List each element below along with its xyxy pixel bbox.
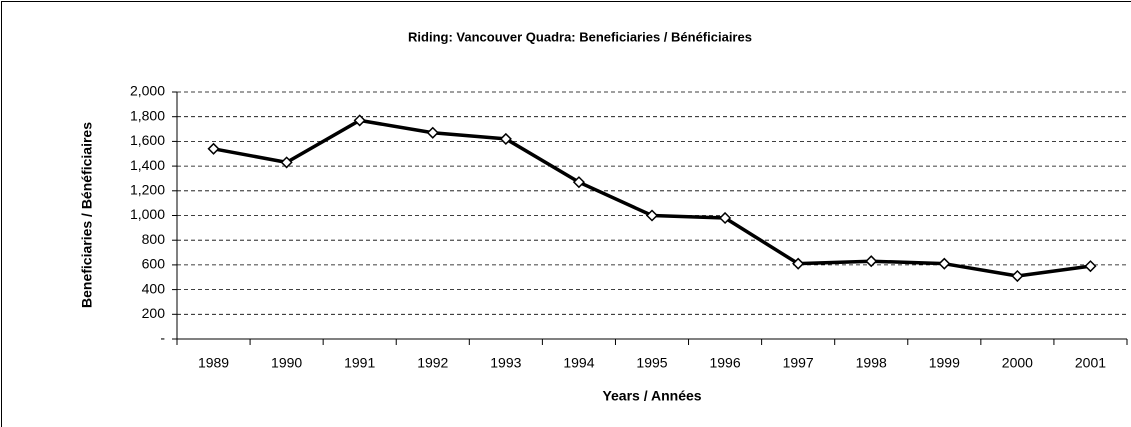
data-marker [1084, 260, 1097, 273]
data-marker [207, 142, 220, 155]
data-marker [865, 255, 878, 268]
chart-title: Riding: Vancouver Quadra: Beneficiaries … [408, 29, 752, 44]
y-tick-label: 1,400 [130, 157, 165, 173]
x-tick-label: 1990 [271, 355, 302, 371]
x-tick-label: 1998 [856, 355, 887, 371]
data-marker [280, 156, 293, 169]
x-tick-label: 1995 [636, 355, 667, 371]
x-tick-label: 2001 [1075, 355, 1106, 371]
y-tick-label: 1,800 [130, 107, 165, 123]
data-marker [645, 209, 659, 222]
x-tick-label: 1999 [929, 355, 960, 371]
data-marker [426, 126, 439, 139]
y-tick-label: - [160, 330, 165, 346]
data-marker [719, 211, 732, 225]
x-tick-label: 1994 [563, 355, 594, 371]
data-marker [353, 114, 366, 127]
x-axis-label: Years / Années [602, 388, 701, 404]
y-tick-label: 1,000 [130, 206, 165, 222]
data-marker [572, 176, 585, 189]
x-tick-label: 2000 [1002, 355, 1033, 371]
x-tick-label: 1996 [709, 355, 740, 371]
data-marker [792, 257, 805, 270]
data-marker [938, 257, 951, 270]
y-axis-label: Beneficiaries / Bénéficiaires [79, 122, 95, 308]
y-tick-label: 2,000 [130, 83, 165, 99]
x-tick-label: 1997 [783, 355, 814, 371]
y-tick-label: 600 [142, 256, 166, 272]
y-tick-label: 1,200 [130, 182, 165, 198]
data-marker [499, 132, 512, 145]
x-tick-label: 1989 [198, 355, 229, 371]
x-tick-label: 1992 [417, 355, 448, 371]
y-tick-label: 800 [142, 231, 166, 247]
y-tick-label: 1,600 [130, 132, 165, 148]
data-marker [1011, 269, 1024, 283]
y-tick-label: 400 [142, 280, 166, 296]
x-tick-label: 1993 [490, 355, 521, 371]
x-tick-label: 1991 [344, 355, 375, 371]
y-tick-label: 200 [142, 305, 166, 321]
